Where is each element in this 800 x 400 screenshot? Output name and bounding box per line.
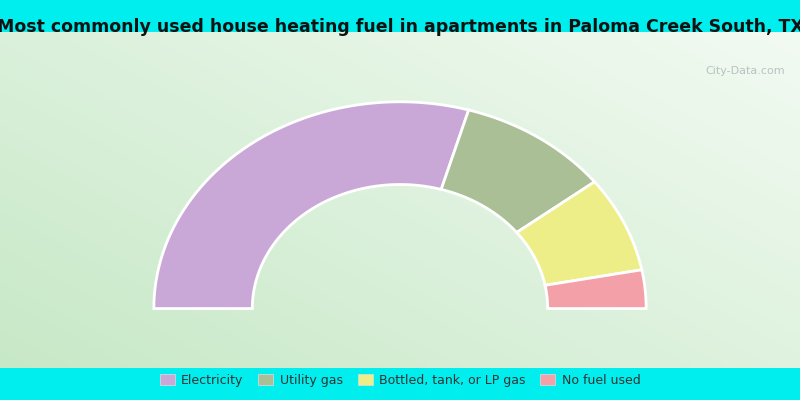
Legend: Electricity, Utility gas, Bottled, tank, or LP gas, No fuel used: Electricity, Utility gas, Bottled, tank,… [154,369,646,392]
Polygon shape [442,110,594,232]
Text: Most commonly used house heating fuel in apartments in Paloma Creek South, TX: Most commonly used house heating fuel in… [0,18,800,36]
Polygon shape [517,182,642,285]
Polygon shape [154,102,469,308]
Text: City-Data.com: City-Data.com [705,66,785,76]
Polygon shape [545,270,646,308]
